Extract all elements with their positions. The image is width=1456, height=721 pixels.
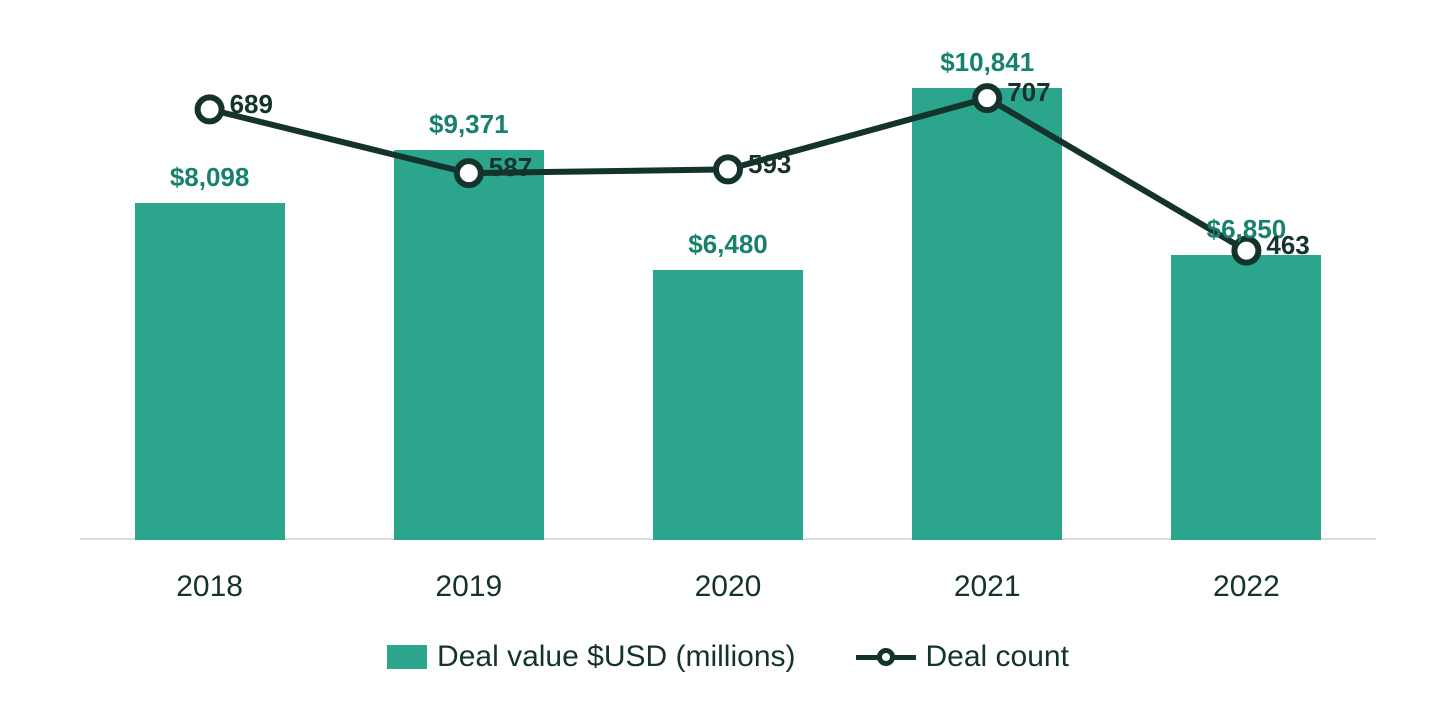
legend-bar-swatch [387,645,427,669]
bar-value-label: $9,371 [429,109,509,140]
legend-bar-label: Deal value $USD (millions) [437,640,795,674]
bar-value-label: $10,841 [940,47,1034,78]
deal-count-marker [975,86,999,110]
deal-chart: $8,098$9,371$6,480$10,841$6,850689587593… [0,0,1456,721]
x-axis-tick: 2021 [954,570,1021,604]
deal-count-label: 689 [230,89,273,120]
bar-value-label: $6,480 [688,229,768,260]
x-axis: 2018 2019 2020 2021 2022 [80,560,1376,620]
legend: Deal value $USD (millions) Deal count [0,640,1456,674]
deal-count-label: 587 [489,152,532,183]
plot-area: $8,098$9,371$6,480$10,841$6,850689587593… [80,40,1376,540]
x-axis-tick: 2022 [1213,570,1280,604]
deal-count-marker [457,161,481,185]
deal-count-marker [716,157,740,181]
x-axis-tick: 2019 [435,570,502,604]
deal-count-marker [198,97,222,121]
deal-count-label: 593 [748,149,791,180]
legend-item-line: Deal count [856,640,1069,674]
x-axis-tick: 2020 [695,570,762,604]
legend-line-swatch [856,647,916,667]
bar-value-label: $8,098 [170,162,250,193]
legend-line-label: Deal count [926,640,1069,674]
x-axis-tick: 2018 [176,570,243,604]
deal-count-label: 463 [1266,230,1309,261]
deal-count-label: 707 [1007,77,1050,108]
line-series-layer [80,40,1376,540]
legend-item-bar: Deal value $USD (millions) [387,640,795,674]
